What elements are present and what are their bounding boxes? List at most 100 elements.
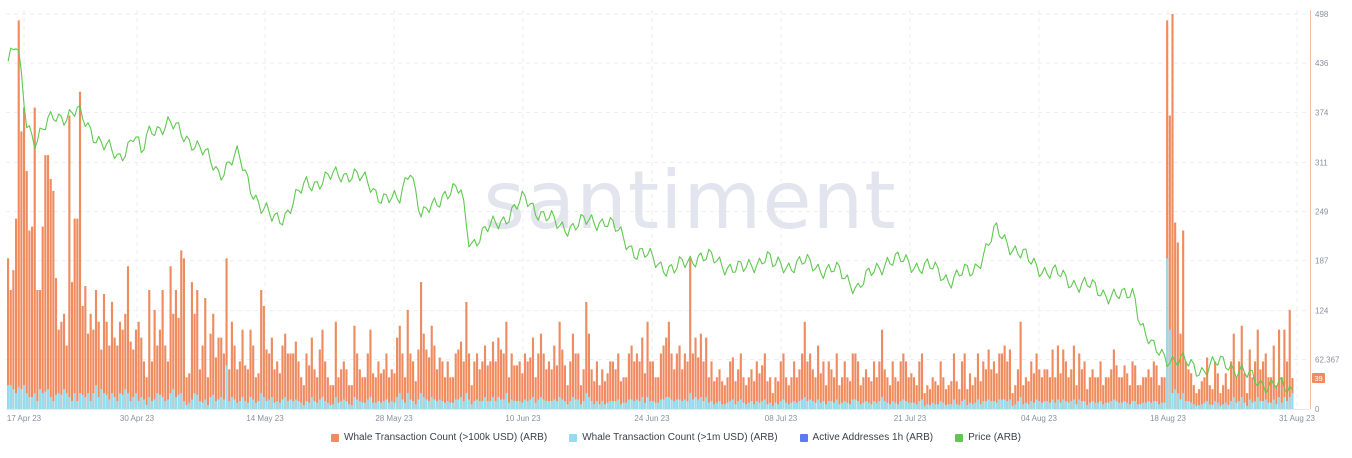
bar-whale-1m <box>305 401 308 409</box>
legend-label: Price (ARB) <box>968 432 1021 443</box>
bar-whale-1m <box>811 401 814 409</box>
bar-whale-100k <box>1166 20 1169 409</box>
bar-whale-100k <box>619 381 622 409</box>
bar-whale-1m <box>353 397 356 409</box>
bar-whale-1m <box>201 402 204 409</box>
bar-whale-1m <box>553 399 556 409</box>
bar-whale-100k <box>489 361 492 409</box>
bar-whale-100k <box>49 178 52 409</box>
bar-whale-100k <box>1112 349 1115 409</box>
bar-whale-1m <box>428 401 431 409</box>
bar-whale-100k <box>920 353 924 409</box>
bar-whale-100k <box>841 377 844 409</box>
bar-whale-1m <box>880 397 884 409</box>
bar-whale-100k <box>158 329 162 409</box>
bar-whale-1m <box>968 402 972 409</box>
bar-whale-100k <box>1083 361 1086 409</box>
bar-whale-1m <box>382 401 385 409</box>
legend-item-whale-100k[interactable]: Whale Transaction Count (>100k USD) (ARB… <box>331 432 547 443</box>
legend-swatch <box>955 433 964 442</box>
bar-whale-1m <box>499 399 503 409</box>
bar-whale-100k <box>641 337 644 409</box>
bar-whale-100k <box>417 349 420 409</box>
bar-whale-100k <box>1014 385 1017 409</box>
bar-whale-1m <box>406 393 409 409</box>
bar-whale-1m <box>76 401 79 409</box>
bar-whale-100k <box>62 313 66 409</box>
bar-whale-100k <box>734 381 737 409</box>
bar-whale-1m <box>670 399 673 409</box>
bar-whale-100k <box>60 321 63 409</box>
bar-whale-1m <box>1030 401 1033 409</box>
bar-whale-100k <box>936 385 940 409</box>
bar-whale-1m <box>356 399 359 409</box>
bar-whale-1m <box>950 404 953 409</box>
y-tick-label: 62.367 <box>1315 356 1340 365</box>
bar-whale-100k <box>1120 377 1123 409</box>
bar-whale-100k <box>406 309 409 409</box>
bar-whale-1m <box>1184 401 1187 409</box>
bar-whale-100k <box>1174 222 1177 409</box>
bar-whale-1m <box>1040 402 1043 409</box>
x-tick-label: 21 Jul 23 <box>894 414 927 423</box>
bar-whale-1m <box>1262 401 1265 409</box>
bar-whale-1m <box>545 401 548 409</box>
bar-whale-1m <box>289 399 292 409</box>
bar-whale-100k <box>896 381 900 409</box>
bar-whale-100k <box>1208 385 1211 409</box>
bar-whale-100k <box>108 345 111 409</box>
bar-whale-1m <box>334 397 337 409</box>
bar-whale-1m <box>172 389 175 409</box>
bar-whale-100k <box>1016 369 1020 409</box>
bar-whale-100k <box>41 226 44 409</box>
bar-whale-1m <box>145 405 148 409</box>
bar-whale-100k <box>238 361 241 409</box>
bar-whale-1m <box>550 401 553 409</box>
bar-whale-100k <box>137 321 140 409</box>
bar-whale-100k <box>1064 361 1067 409</box>
bar-whale-1m <box>265 401 268 409</box>
bar-whale-1m <box>926 404 929 409</box>
bar-whale-1m <box>785 402 788 409</box>
bar-whale-1m <box>369 397 372 409</box>
bar-whale-1m <box>1200 404 1203 409</box>
bar-whale-100k <box>409 353 412 409</box>
bar-whale-100k <box>902 353 905 409</box>
legend-item-price[interactable]: Price (ARB) <box>955 432 1021 443</box>
bar-whale-1m <box>1056 399 1059 409</box>
bar-whale-1m <box>915 404 918 409</box>
bar-whale-1m <box>65 393 68 409</box>
bar-whale-1m <box>257 401 260 409</box>
bar-whale-100k <box>1043 369 1046 409</box>
bar-whale-1m <box>404 402 407 409</box>
bar-whale-100k <box>534 377 537 409</box>
bar-whale-1m <box>1288 397 1291 409</box>
bar-whale-1m <box>1118 402 1121 409</box>
bar-whale-1m <box>835 399 838 409</box>
y-tick-label: 374 <box>1315 108 1329 117</box>
bar-whale-1m <box>180 393 183 409</box>
legend-label: Whale Transaction Count (>100k USD) (ARB… <box>344 432 548 443</box>
bar-whale-100k <box>414 381 417 409</box>
bar-whale-100k <box>944 389 948 409</box>
bar-whale-1m <box>1144 402 1147 409</box>
bar-whale-100k <box>705 337 708 409</box>
bar-whale-1m <box>14 393 18 409</box>
bar-whale-1m <box>758 402 761 409</box>
bar-whale-100k <box>1080 369 1083 409</box>
bar-whale-100k <box>491 341 495 409</box>
legend-item-whale-1m[interactable]: Whale Transaction Count (>1m USD) (ARB) <box>569 432 778 443</box>
bar-whale-1m <box>633 401 636 409</box>
bar-whale-1m <box>1243 402 1246 409</box>
bar-whale-100k <box>891 361 894 409</box>
bar-whale-100k <box>486 365 489 409</box>
legend-item-active-addresses[interactable]: Active Addresses 1h (ARB) <box>799 432 933 443</box>
bar-whale-100k <box>1278 329 1281 409</box>
bar-whale-1m <box>105 394 108 409</box>
bar-whale-100k <box>585 301 588 409</box>
bar-whale-100k <box>609 361 612 409</box>
bar-whale-1m <box>443 402 447 409</box>
bar-whale-1m <box>377 401 380 409</box>
bar-whale-100k <box>713 381 716 409</box>
bar-whale-100k <box>76 218 79 409</box>
